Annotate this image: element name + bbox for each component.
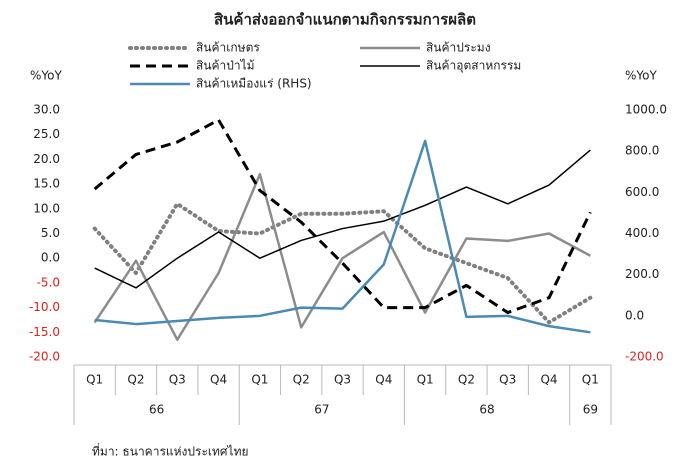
y2-tick-label: 1000.0 [625, 103, 667, 117]
x-tick-label: Q4 [210, 373, 227, 387]
x-tick-label: Q1 [582, 373, 599, 387]
y2-tick-label: 400.0 [625, 226, 659, 240]
y2-tick-label: 200.0 [625, 267, 659, 281]
y2-tick-label: 0.0 [625, 308, 644, 322]
y-tick-label: -20.0 [29, 350, 60, 364]
y-tick-label: -15.0 [29, 325, 60, 339]
y2-tick-label: -200.0 [625, 350, 664, 364]
series-line [94, 139, 591, 334]
x-group-label: 68 [479, 403, 494, 417]
y-tick-label: 25.0 [33, 127, 60, 141]
y-tick-label: -10.0 [29, 300, 60, 314]
y2-axis-label: %YoY [625, 69, 657, 83]
x-group-label: 67 [314, 403, 329, 417]
x-tick-label: Q2 [127, 373, 144, 387]
chart-title: สินค้าส่งออกจำแนกตามกิจกรรมการผลิต [214, 11, 476, 29]
series-line [93, 172, 591, 341]
y-tick-label: -5.0 [37, 275, 60, 289]
source: ที่มา: ธนาคารแห่งประเทศไทย [92, 443, 249, 459]
y2-tick-label: 800.0 [625, 144, 659, 158]
series-line [92, 201, 593, 325]
y-tick-label: 15.0 [33, 177, 60, 191]
x-tick-label: Q1 [417, 373, 434, 387]
y-axis-label: %YoY [30, 69, 62, 83]
x-tick-label: Q3 [334, 373, 351, 387]
x-group-label: 66 [149, 403, 164, 417]
series-line [94, 149, 591, 289]
y-tick-label: 5.0 [41, 226, 60, 240]
legend-label: สินค้าประมง [426, 41, 491, 55]
y2-tick-label: 600.0 [625, 185, 659, 199]
x-tick-label: Q3 [169, 373, 186, 387]
x-tick-label: Q4 [540, 373, 557, 387]
x-tick-label: Q2 [293, 373, 310, 387]
x-tick-label: Q2 [458, 373, 475, 387]
y-tick-label: 0.0 [41, 251, 60, 265]
x-tick-label: Q3 [499, 373, 516, 387]
y-tick-label: 10.0 [33, 201, 60, 215]
x-tick-label: Q1 [86, 373, 103, 387]
y-tick-label: 20.0 [33, 152, 60, 166]
x-tick-label: Q4 [375, 373, 392, 387]
y-tick-label: 30.0 [33, 103, 60, 117]
legend-label: สินค้าป่าไม้ [196, 59, 255, 73]
x-group-label: 69 [583, 403, 598, 417]
series-line [93, 118, 592, 315]
legend-label: สินค้าอุตสาหกรรม [426, 59, 521, 74]
legend-label: สินค้าเหมืองแร่ (RHS) [196, 77, 312, 91]
legend-label: สินค้าเกษตร [196, 41, 260, 55]
x-tick-label: Q1 [251, 373, 268, 387]
